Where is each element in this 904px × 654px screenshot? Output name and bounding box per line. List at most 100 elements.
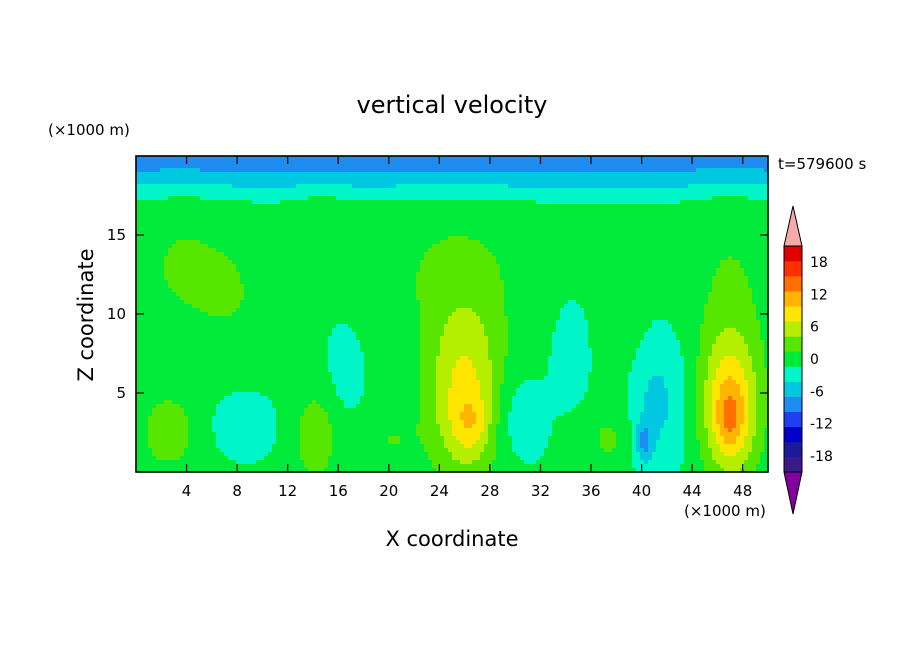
field-cell [388, 240, 393, 245]
field-cell [396, 204, 401, 209]
field-cell [488, 252, 493, 257]
field-cell [716, 200, 721, 205]
field-cell [204, 160, 209, 165]
field-cell [208, 272, 213, 277]
field-cell [388, 228, 393, 233]
field-cell [464, 224, 469, 229]
field-cell [716, 172, 721, 177]
field-cell [348, 168, 353, 173]
field-cell [660, 164, 665, 169]
field-cell [508, 164, 513, 169]
field-cell [208, 176, 213, 181]
field-cell [500, 192, 505, 197]
field-cell [360, 208, 365, 213]
field-cell [608, 240, 613, 245]
field-cell [540, 268, 545, 273]
field-cell [208, 240, 213, 245]
field-cell [524, 176, 529, 181]
field-cell [620, 168, 625, 173]
field-cell [176, 272, 181, 277]
field-cell [548, 172, 553, 177]
field-cell [392, 256, 397, 261]
field-cell [428, 208, 433, 213]
field-cell [192, 196, 197, 201]
field-cell [588, 164, 593, 169]
field-cell [236, 176, 241, 181]
field-cell [384, 156, 389, 161]
field-cell [660, 212, 665, 217]
field-cell [320, 216, 325, 221]
field-cell [568, 248, 573, 253]
field-cell [520, 256, 525, 261]
field-cell [624, 188, 629, 193]
field-cell [628, 224, 633, 229]
field-cell [704, 176, 709, 181]
field-cell [396, 236, 401, 241]
field-cell [216, 228, 221, 233]
field-cell [288, 272, 293, 277]
field-cell [532, 264, 537, 269]
field-cell [728, 272, 733, 277]
field-cell [540, 200, 545, 205]
field-cell [700, 168, 705, 173]
field-cell [248, 208, 253, 213]
field-cell [456, 208, 461, 213]
field-cell [328, 192, 333, 197]
field-cell [632, 240, 637, 245]
field-cell [320, 276, 325, 281]
field-cell [508, 268, 513, 273]
field-cell [236, 216, 241, 221]
field-cell [364, 232, 369, 237]
field-cell [332, 248, 337, 253]
field-cell [572, 160, 577, 165]
field-cell [236, 264, 241, 269]
field-cell [564, 160, 569, 165]
field-cell [476, 224, 481, 229]
field-cell [364, 168, 369, 173]
field-cell [736, 268, 741, 273]
field-cell [308, 216, 313, 221]
field-cell [152, 160, 157, 165]
field-cell [420, 280, 425, 285]
field-cell [196, 168, 201, 173]
field-cell [596, 220, 601, 225]
field-cell [584, 160, 589, 165]
field-cell [308, 188, 313, 193]
field-cell [536, 180, 541, 185]
field-cell [416, 208, 421, 213]
field-cell [420, 208, 425, 213]
field-cell [280, 280, 285, 285]
field-cell [520, 260, 525, 265]
field-cell [592, 184, 597, 189]
field-cell [140, 164, 145, 169]
field-cell [200, 236, 205, 241]
field-cell [144, 160, 149, 165]
field-cell [704, 232, 709, 237]
field-cell [300, 168, 305, 173]
field-cell [348, 192, 353, 197]
field-cell [176, 232, 181, 237]
field-cell [504, 232, 509, 237]
field-cell [596, 164, 601, 169]
field-cell [696, 220, 701, 225]
field-cell [232, 228, 237, 233]
field-cell [576, 200, 581, 205]
field-cell [408, 156, 413, 161]
field-cell [420, 188, 425, 193]
field-cell [636, 192, 641, 197]
field-cell [360, 204, 365, 209]
field-cell [420, 232, 425, 237]
field-cell [276, 232, 281, 237]
field-cell [216, 268, 221, 273]
field-cell [180, 276, 185, 281]
field-cell [688, 252, 693, 257]
field-cell [280, 236, 285, 241]
field-cell [688, 204, 693, 209]
field-cell [512, 264, 517, 269]
field-cell [716, 204, 721, 209]
field-cell [304, 272, 309, 277]
field-cell [440, 196, 445, 201]
field-cell [628, 260, 633, 265]
field-cell [752, 256, 757, 261]
field-cell [240, 220, 245, 225]
